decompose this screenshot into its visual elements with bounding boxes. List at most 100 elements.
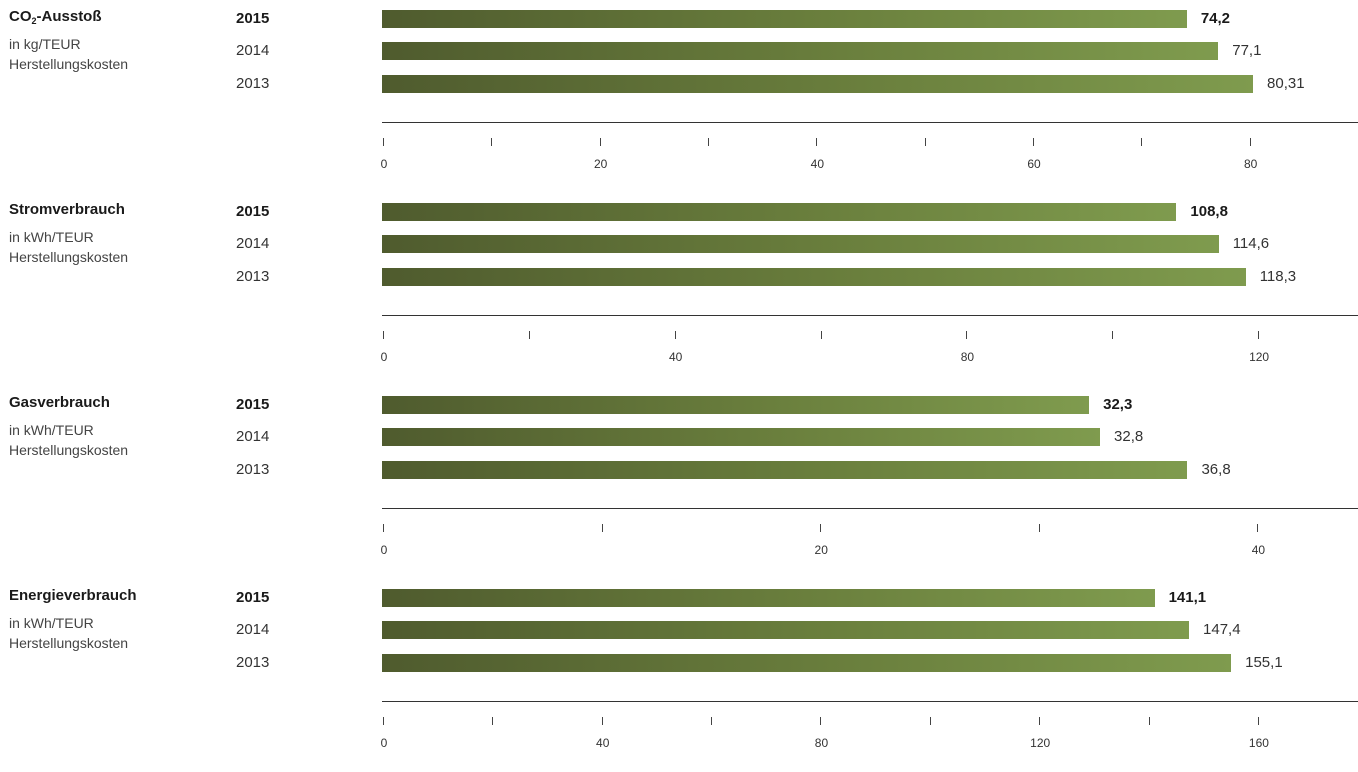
bar-2013 [382,268,1246,286]
tick-label: 40 [1251,543,1266,557]
bar-2014 [382,428,1101,446]
category-label: 2013 [236,268,270,285]
data-label: 147,4 [1203,621,1241,638]
bar-2013 [382,75,1254,93]
chart-title-text: Energieverbrauch [9,587,137,604]
chart-unit-label: in kWh/TEUR [9,422,94,438]
tick-label: 160 [1248,736,1269,750]
minor-tick [491,138,493,146]
minor-tick [924,138,926,146]
minor-tick [929,717,931,725]
minor-tick [711,717,713,725]
tick-label: 80 [1243,157,1258,171]
category-label: 2015 [236,396,270,413]
chart-title-text: Gasverbrauch [9,394,110,411]
tick-label: 80 [814,736,829,750]
major-tick [1257,524,1259,532]
minor-tick [601,524,603,532]
major-tick [820,717,822,725]
data-label: 36,8 [1201,461,1231,478]
tick-label: 20 [814,543,828,557]
tick-label: 0 [380,157,388,171]
major-tick [816,138,818,146]
major-tick [1249,138,1251,146]
data-label: 108,8 [1190,203,1228,220]
chart-unit-label: in kg/TEUR [9,36,81,52]
chart-unit-label: in kWh/TEUR [9,229,94,245]
minor-tick [1141,138,1143,146]
major-tick [383,524,384,532]
data-label: 74,2 [1200,10,1231,27]
chart-panel: Energieverbrauch in kWh/TEUR Herstellungsk… [0,579,1358,772]
chart-title-suffix: -Ausstoß [36,8,102,25]
major-tick [1033,138,1034,146]
data-label: 141,1 [1168,589,1207,606]
category-label: 2015 [236,203,270,220]
x-axis-line [382,701,1358,702]
tick-label: 60 [1027,157,1041,171]
chart-unit-label: in kWh/TEUR [9,615,94,631]
major-tick [1257,717,1259,725]
tick-label: 0 [380,543,388,557]
tick-label: 40 [669,350,683,364]
bar-2015 [382,203,1177,221]
chart-unit-sublabel: Herstellungskosten [9,56,129,72]
major-tick [383,138,384,146]
chart-title-text: CO [9,8,32,25]
category-label: 2013 [236,654,270,671]
category-label: 2015 [236,10,270,27]
category-label: 2013 [236,75,270,92]
major-tick [383,717,384,725]
major-tick [1039,717,1041,725]
bar-2013 [382,654,1232,672]
tick-label: 120 [1249,350,1270,364]
bar-2013 [382,461,1188,479]
bar-2014 [382,42,1219,60]
tick-label: 80 [960,350,975,364]
tick-label: 0 [380,350,388,364]
data-label: 77,1 [1232,42,1262,59]
major-tick [599,138,601,146]
tick-label: 20 [593,157,608,171]
major-tick [966,331,968,339]
chart-panel: Stromverbrauch in kWh/TEUR Herstellungskos… [0,193,1358,386]
chart-title: CO2-Ausstoß [9,8,102,26]
minor-tick [1038,524,1040,532]
bar-2015 [382,10,1187,28]
major-tick [383,331,384,339]
x-axis-line [382,508,1358,509]
minor-tick [528,331,530,339]
category-label: 2014 [236,235,270,252]
bar-2015 [382,396,1090,414]
chart-panel: CO2-Ausstoß in kg/TEUR Herstellungskosten 2… [0,0,1358,193]
chart-unit-sublabel: Herstellungskosten [9,635,129,651]
chart-title: Stromverbrauch [9,201,125,218]
category-label: 2014 [236,42,270,59]
data-label: 118,3 [1259,268,1297,285]
chart-title: Gasverbrauch [9,394,110,411]
data-label: 32,3 [1103,396,1133,413]
minor-tick [820,331,822,339]
major-tick [1258,331,1260,339]
chart-unit-sublabel: Herstellungskosten [9,442,129,458]
chart-title-text: Stromverbrauch [9,201,125,218]
chart-title-subscript: 2 [31,16,37,26]
category-label: 2014 [236,428,270,445]
minor-tick [1148,717,1150,725]
major-tick [601,717,603,725]
category-label: 2014 [236,621,270,638]
major-tick [820,524,822,532]
minor-tick [1112,331,1114,339]
tick-label: 120 [1030,736,1051,750]
chart-title: Energieverbrauch [9,587,137,604]
x-axis-line [382,315,1358,316]
data-label: 32,8 [1114,428,1144,445]
chart-panel: Gasverbrauch in kWh/TEUR Herstellungskoste… [0,386,1358,579]
bar-2015 [382,589,1155,607]
category-label: 2013 [236,461,270,478]
category-label: 2015 [236,589,270,606]
bar-2014 [382,621,1190,639]
data-label: 114,6 [1232,235,1270,252]
minor-tick [708,138,709,146]
data-label: 80,31 [1267,75,1305,92]
